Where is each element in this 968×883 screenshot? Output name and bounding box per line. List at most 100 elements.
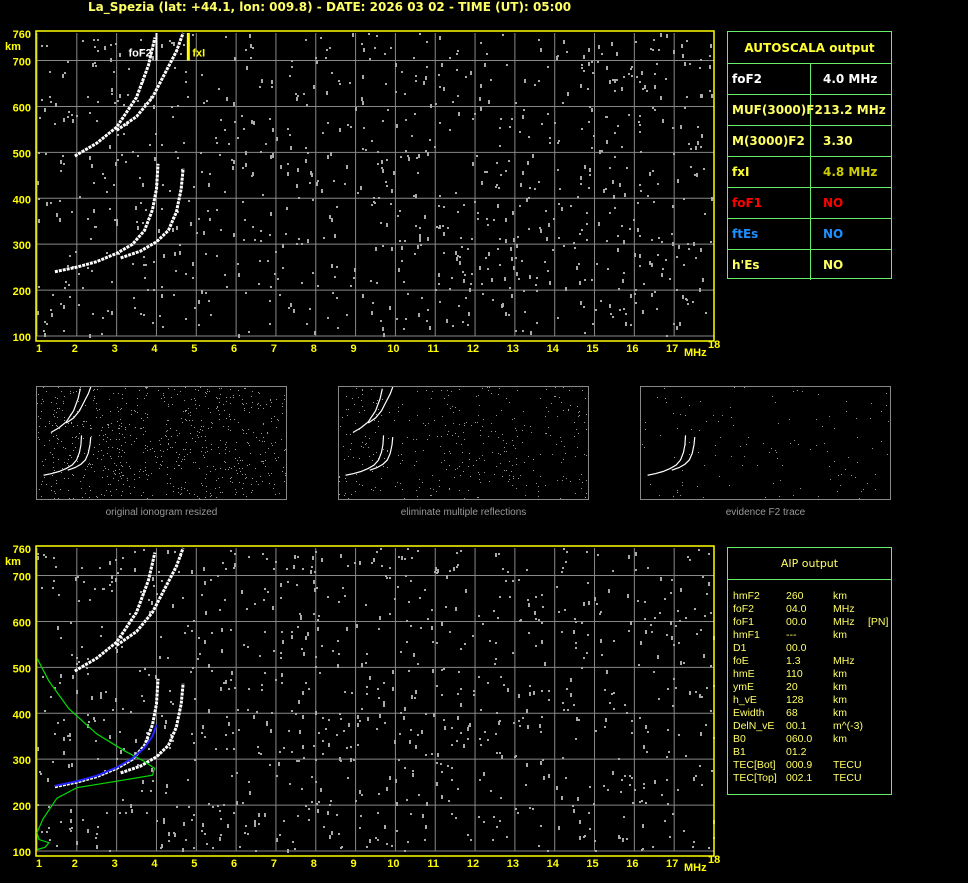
noise-speck	[201, 74, 203, 76]
noise-speck	[37, 553, 39, 555]
noise-speck	[763, 443, 764, 444]
noise-speck	[296, 760, 298, 762]
noise-speck	[167, 474, 168, 475]
noise-speck	[424, 215, 426, 219]
noise-speck	[371, 140, 373, 142]
noise-speck	[441, 669, 443, 671]
noise-speck	[48, 827, 50, 829]
noise-speck	[129, 466, 130, 467]
noise-speck	[48, 806, 50, 808]
noise-speck	[475, 422, 476, 423]
noise-speck	[217, 805, 219, 807]
noise-speck	[709, 90, 711, 92]
noise-speck	[212, 806, 214, 808]
noise-speck	[222, 477, 223, 478]
noise-speck	[176, 430, 177, 431]
noise-speck	[104, 495, 105, 496]
y-tick-label: 100	[13, 332, 31, 344]
x-tick-label: 17	[666, 343, 678, 355]
noise-speck	[234, 121, 236, 123]
noise-speck	[226, 447, 227, 448]
noise-speck	[635, 569, 637, 571]
noise-speck	[185, 839, 187, 841]
noise-speck	[586, 239, 588, 241]
noise-speck	[242, 468, 243, 469]
noise-speck	[666, 335, 668, 337]
noise-speck	[346, 481, 347, 482]
noise-speck	[122, 398, 123, 399]
noise-speck	[208, 709, 210, 713]
noise-speck	[46, 323, 48, 325]
noise-speck	[367, 717, 369, 721]
noise-speck	[385, 181, 387, 183]
noise-speck	[386, 577, 388, 579]
noise-speck	[346, 627, 348, 631]
noise-speck	[46, 484, 47, 485]
noise-speck	[407, 437, 408, 438]
noise-speck	[180, 391, 181, 392]
y-axis-label: km	[5, 556, 21, 568]
noise-speck	[226, 97, 228, 101]
noise-speck	[484, 472, 485, 473]
noise-speck	[79, 433, 80, 434]
noise-speck	[565, 453, 566, 454]
noise-speck	[183, 449, 184, 450]
noise-speck	[260, 240, 262, 242]
noise-speck	[639, 265, 641, 267]
noise-speck	[213, 466, 214, 467]
noise-speck	[621, 779, 623, 781]
aip-cell: foF2	[733, 603, 755, 615]
noise-speck	[470, 283, 472, 285]
noise-speck	[398, 556, 400, 558]
x-tick-label: 12	[467, 343, 479, 355]
noise-speck	[281, 439, 282, 440]
noise-speck	[192, 34, 194, 36]
noise-speck	[790, 443, 791, 444]
noise-speck	[285, 473, 286, 474]
noise-speck	[96, 845, 98, 849]
noise-speck	[352, 398, 353, 399]
noise-speck	[249, 791, 251, 795]
noise-speck	[711, 197, 713, 201]
noise-speck	[198, 390, 199, 391]
noise-speck	[857, 462, 858, 463]
noise-speck	[197, 658, 199, 660]
noise-speck	[117, 159, 119, 161]
noise-speck	[689, 63, 691, 65]
noise-speck	[489, 387, 490, 388]
noise-speck	[586, 223, 588, 225]
noise-speck	[63, 401, 64, 402]
noise-speck	[506, 836, 508, 838]
noise-speck	[331, 264, 333, 268]
noise-speck	[447, 765, 449, 767]
noise-speck	[171, 436, 172, 437]
noise-speck	[219, 419, 220, 420]
noise-speck	[242, 167, 244, 169]
noise-speck	[236, 772, 238, 774]
noise-speck	[205, 497, 206, 498]
noise-speck	[449, 631, 451, 633]
noise-speck	[41, 403, 42, 404]
noise-speck	[38, 286, 40, 288]
noise-speck	[416, 461, 417, 462]
noise-speck	[178, 457, 179, 458]
noise-speck	[547, 66, 549, 68]
noise-speck	[478, 676, 480, 678]
noise-speck	[202, 430, 203, 431]
noise-speck	[563, 410, 564, 411]
noise-speck	[640, 190, 642, 192]
noise-speck	[606, 140, 608, 144]
noise-speck	[404, 850, 406, 852]
noise-speck	[545, 433, 546, 434]
noise-speck	[301, 648, 303, 650]
noise-speck	[302, 568, 304, 570]
noise-speck	[143, 420, 144, 421]
noise-speck	[468, 312, 470, 316]
noise-speck	[303, 93, 305, 95]
noise-speck	[479, 97, 481, 101]
noise-speck	[502, 476, 503, 477]
aip-cell: 1.3	[786, 655, 801, 667]
noise-speck	[185, 81, 187, 83]
noise-speck	[419, 33, 421, 35]
noise-speck	[631, 732, 633, 734]
